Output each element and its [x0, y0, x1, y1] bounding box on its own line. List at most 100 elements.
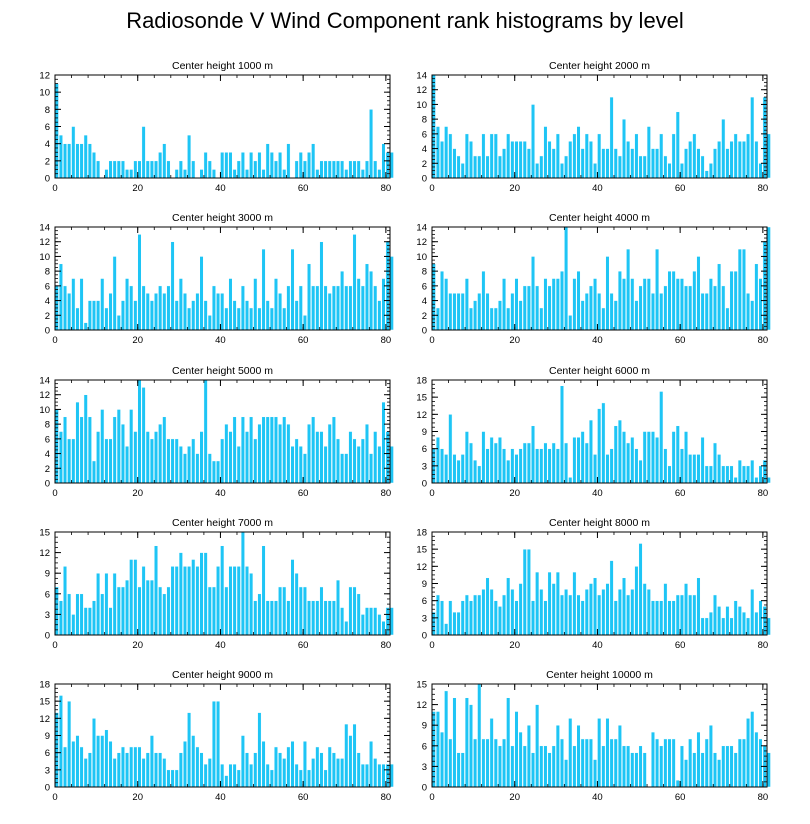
histogram-bar — [286, 423, 291, 484]
histogram-bar — [344, 169, 349, 179]
histogram-bar — [452, 292, 457, 331]
histogram-bar — [108, 292, 113, 331]
histogram-bar — [360, 438, 365, 484]
histogram-bar — [174, 566, 179, 636]
x-tick-label: 80 — [381, 792, 392, 803]
histogram-bar — [717, 140, 722, 179]
histogram-bar — [187, 445, 192, 484]
y-tick-label: 4 — [45, 139, 50, 150]
histogram-bar — [622, 118, 627, 179]
histogram-bar — [526, 442, 531, 484]
histogram-bar — [572, 133, 577, 179]
histogram-bar — [762, 459, 767, 484]
histogram-bar — [473, 300, 478, 331]
x-tick-label: 80 — [758, 488, 769, 499]
histogram-bar — [162, 143, 167, 179]
histogram-bar — [626, 248, 631, 331]
histogram-bar — [298, 152, 303, 179]
histogram-bar — [659, 292, 664, 331]
y-tick-label: 6 — [45, 434, 50, 445]
histogram-bar — [315, 431, 320, 484]
histogram-bar — [642, 752, 647, 788]
histogram-bar — [340, 160, 345, 179]
histogram-bar — [444, 278, 449, 331]
histogram-bar — [228, 431, 233, 484]
x-tick-label: 80 — [758, 640, 769, 651]
histogram-bar — [485, 292, 490, 331]
histogram-bar — [265, 143, 270, 179]
histogram-bar — [67, 593, 72, 636]
histogram-bar — [684, 583, 689, 636]
histogram-bar — [497, 300, 502, 331]
histogram-bar — [216, 700, 221, 788]
histogram-bar — [220, 292, 225, 331]
histogram-bar — [502, 738, 507, 788]
panel-title: Center height 6000 m — [549, 365, 650, 377]
histogram-bar — [555, 133, 560, 179]
histogram-bar — [473, 155, 478, 179]
histogram-bar — [369, 109, 374, 179]
histogram-bar — [605, 148, 610, 179]
x-tick-label: 0 — [429, 183, 434, 194]
histogram-bar — [593, 577, 598, 636]
histogram-bar — [493, 307, 498, 331]
histogram-bar — [166, 438, 171, 484]
histogram-bar — [473, 594, 478, 636]
panel-title: Center height 7000 m — [172, 517, 273, 529]
histogram-bar — [240, 152, 245, 179]
histogram-bar — [377, 763, 382, 788]
histogram-bar — [543, 126, 548, 179]
histogram-bar — [87, 143, 92, 179]
histogram-bar — [261, 416, 266, 484]
y-tick-label: 12 — [39, 548, 50, 559]
y-tick-label: 2 — [422, 159, 427, 170]
histogram-bar — [323, 600, 328, 636]
histogram-bar — [83, 607, 88, 636]
y-tick-label: 4 — [422, 296, 427, 307]
histogram-bar — [725, 606, 730, 636]
histogram-bar — [502, 148, 507, 179]
histogram-bar — [71, 438, 76, 484]
histogram-bar — [679, 448, 684, 484]
histogram-bar — [684, 148, 689, 179]
histogram-bar — [559, 163, 565, 179]
histogram-bar — [348, 735, 353, 788]
histogram-bar — [211, 460, 216, 484]
histogram-bar — [352, 438, 357, 484]
y-tick-label: 0 — [45, 326, 50, 337]
histogram-bar — [261, 169, 266, 179]
histogram-bar — [149, 300, 154, 331]
histogram-bar — [642, 583, 647, 636]
histogram-bar — [671, 431, 676, 484]
histogram-bar — [717, 759, 722, 788]
histogram-bar — [158, 423, 163, 484]
histogram-bar — [348, 431, 353, 484]
histogram-bar — [448, 600, 453, 636]
histogram-bar — [584, 738, 589, 788]
histogram-bar — [100, 409, 105, 484]
histogram-bar — [96, 431, 101, 484]
histogram-bar — [162, 292, 167, 331]
histogram-bar — [170, 241, 175, 331]
histogram-bar — [377, 300, 382, 331]
histogram-bar — [539, 155, 544, 179]
histogram-bar — [448, 133, 453, 179]
histogram-bar — [444, 454, 449, 484]
histogram-bar — [559, 270, 565, 331]
histogram-bar — [129, 559, 134, 636]
histogram-bar — [514, 140, 519, 179]
y-tick-label: 8 — [45, 420, 50, 431]
histogram-bar — [125, 445, 130, 484]
histogram-bar — [91, 718, 97, 788]
histogram-panel: Center height 3000 m 0 20 40 60 80 0 2 4 6 8 10 12 14 — [39, 212, 394, 346]
histogram-bar — [104, 307, 109, 331]
histogram-bar — [593, 454, 598, 484]
histogram-bar — [729, 270, 734, 331]
y-tick-label: 0 — [45, 479, 50, 490]
histogram-bar — [663, 448, 668, 484]
histogram-bar — [278, 752, 283, 788]
histogram-bar — [485, 448, 490, 484]
histogram-bar — [381, 763, 386, 788]
histogram-bar — [564, 588, 569, 636]
histogram-bar — [514, 454, 519, 484]
